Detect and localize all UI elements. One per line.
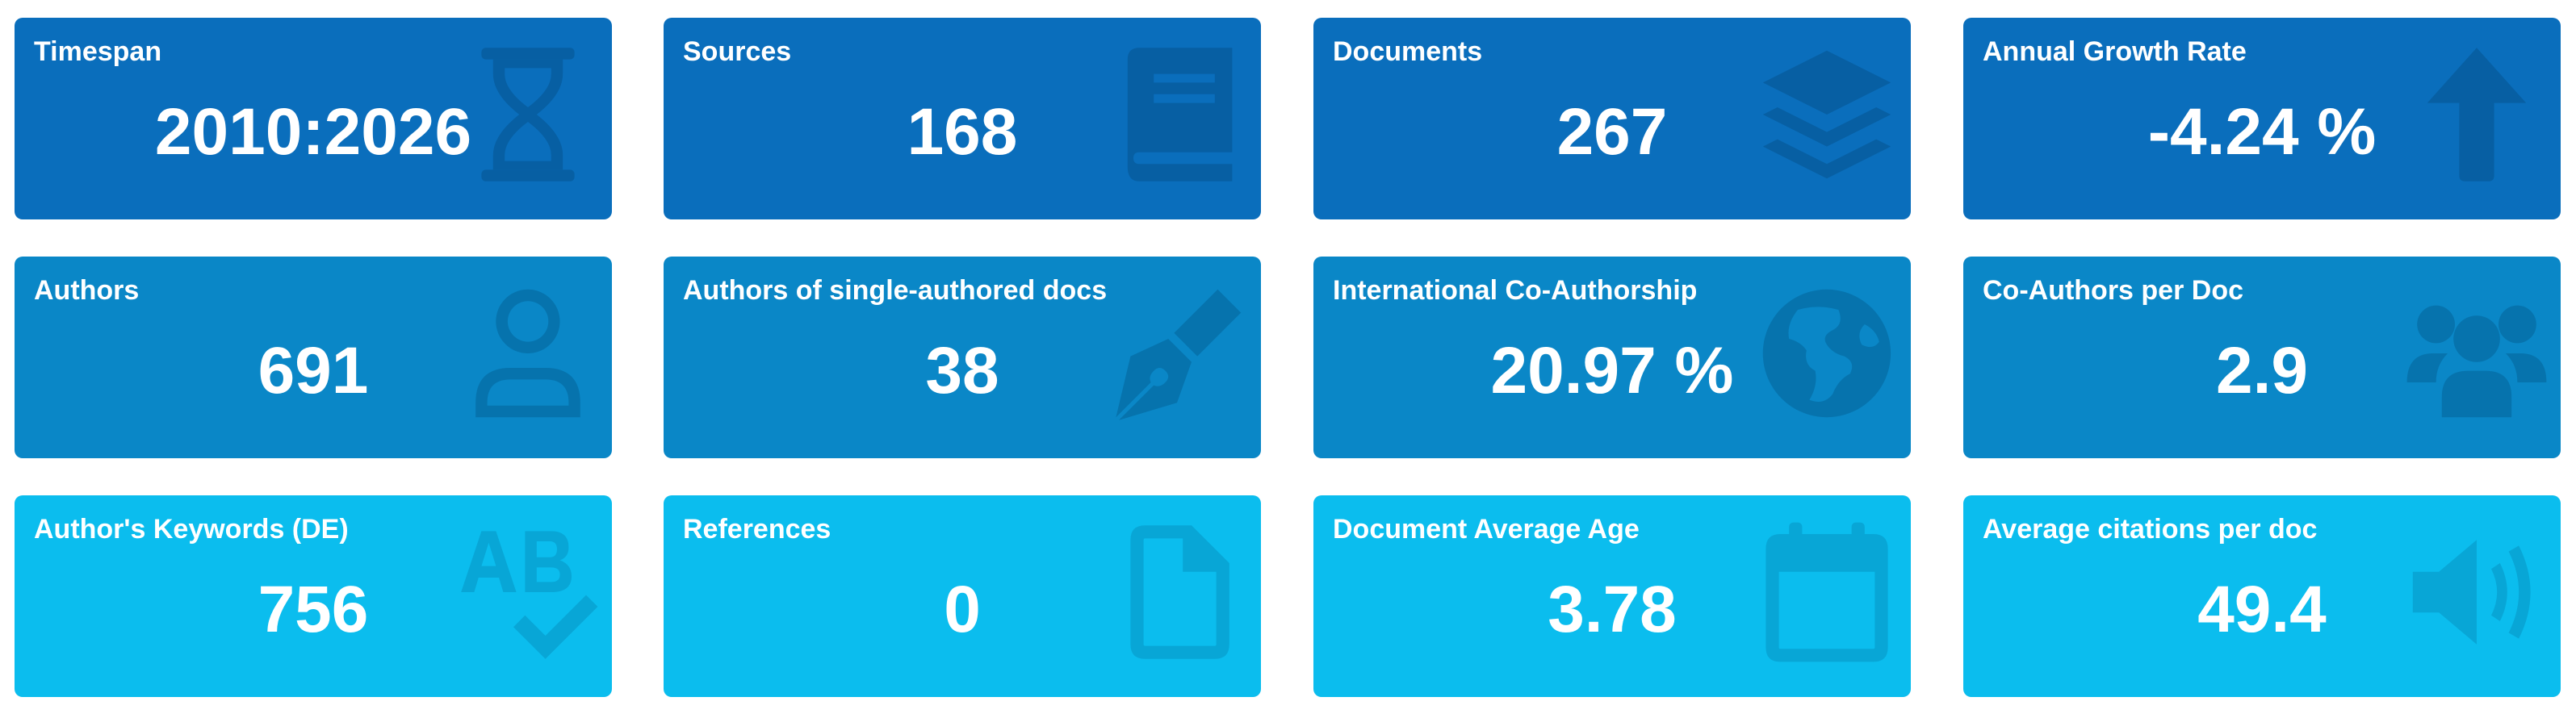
info-box-international-co-authorship: International Co-Authorship 20.97 %	[1313, 257, 1911, 458]
info-box-document-average-age: Document Average Age 3.78	[1313, 495, 1911, 697]
info-box-value: 20.97 %	[1490, 334, 1734, 407]
info-box-title: Authors of single-authored docs	[683, 275, 1108, 306]
spell-check-icon	[455, 520, 601, 665]
info-box-value: 2.9	[2216, 334, 2308, 407]
info-box-title: Author's Keywords (DE)	[34, 514, 349, 545]
info-box-title: Sources	[683, 36, 792, 67]
info-box-timespan: Timespan 2010:2026	[15, 18, 612, 219]
info-box-title: Annual Growth Rate	[1983, 36, 2247, 67]
book-icon	[1104, 42, 1250, 187]
info-box-documents: Documents 267	[1313, 18, 1911, 219]
info-box-value: 49.4	[2197, 573, 2327, 646]
volume-icon	[2404, 520, 2549, 665]
info-box-sources: Sources 168	[664, 18, 1261, 219]
info-box-authors-keywords: Author's Keywords (DE) 756	[15, 495, 612, 697]
hourglass-icon	[455, 42, 601, 187]
users-icon	[2404, 281, 2549, 426]
info-box-title: Documents	[1333, 36, 1483, 67]
info-box-value: 3.78	[1548, 573, 1677, 646]
info-box-authors-single-authored: Authors of single-authored docs 38	[664, 257, 1261, 458]
user-icon	[455, 281, 601, 426]
info-box-value: 691	[258, 334, 369, 407]
info-box-co-authors-per-doc: Co-Authors per Doc 2.9	[1963, 257, 2561, 458]
info-box-title: Co-Authors per Doc	[1983, 275, 2243, 306]
file-icon	[1104, 520, 1250, 665]
info-box-average-citations: Average citations per doc 49.4	[1963, 495, 2561, 697]
layers-icon	[1754, 42, 1900, 187]
arrow-up-icon	[2404, 42, 2549, 187]
info-box-authors: Authors 691	[15, 257, 612, 458]
info-box-title: Document Average Age	[1333, 514, 1640, 545]
info-box-title: Timespan	[34, 36, 162, 67]
info-box-value: -4.24 %	[2147, 95, 2377, 169]
info-box-value: 0	[944, 573, 981, 646]
info-box-title: Average citations per doc	[1983, 514, 2318, 545]
globe-icon	[1754, 281, 1900, 426]
info-box-value: 756	[258, 573, 369, 646]
info-box-value: 38	[925, 334, 999, 407]
calendar-icon	[1754, 520, 1900, 665]
info-box-references: References 0	[664, 495, 1261, 697]
info-box-title: References	[683, 514, 831, 545]
info-box-annual-growth-rate: Annual Growth Rate -4.24 %	[1963, 18, 2561, 219]
info-box-value: 267	[1556, 95, 1668, 169]
pen-nib-icon	[1104, 281, 1250, 426]
info-box-title: Authors	[34, 275, 140, 306]
info-box-value: 2010:2026	[154, 95, 472, 169]
info-box-value: 168	[907, 95, 1018, 169]
info-box-title: International Co-Authorship	[1333, 275, 1698, 306]
